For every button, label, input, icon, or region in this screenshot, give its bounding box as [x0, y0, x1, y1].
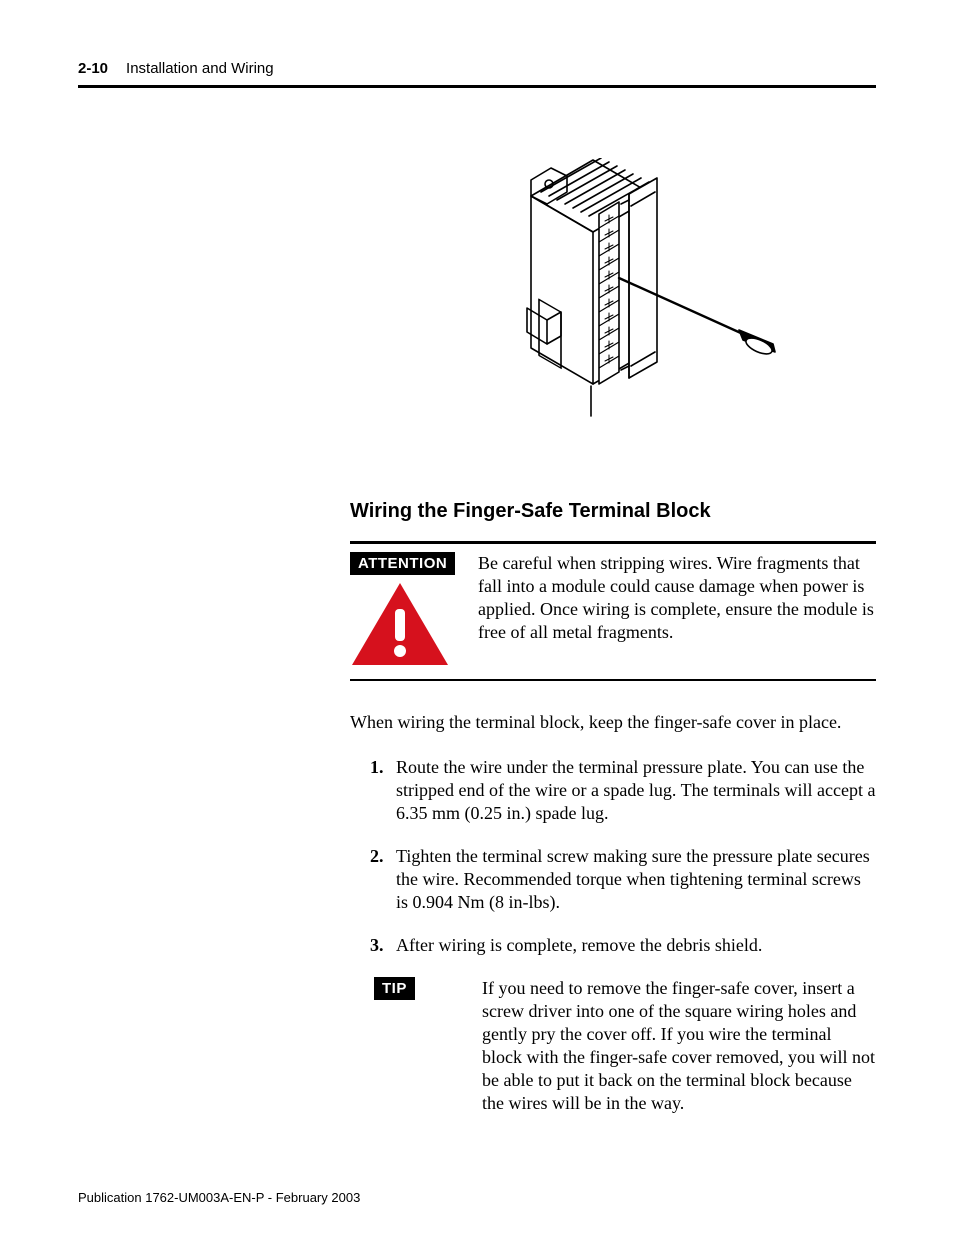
- page-number: 2-10: [78, 60, 108, 77]
- module-drawing-icon: [443, 158, 783, 428]
- section-heading: Wiring the Finger-Safe Terminal Block: [350, 500, 876, 523]
- tip-label: TIP: [374, 977, 415, 1000]
- warning-triangle-icon: [350, 581, 450, 667]
- step-item: 2.Tighten the terminal screw making sure…: [374, 845, 876, 914]
- step-number: 3.: [370, 934, 384, 957]
- running-header: 2-10 Installation and Wiring: [78, 60, 876, 83]
- header-rule: [78, 85, 876, 88]
- step-item: 1.Route the wire under the terminal pres…: [374, 756, 876, 825]
- module-figure: [350, 158, 876, 428]
- section-title: Installation and Wiring: [126, 60, 274, 77]
- attention-label-column: ATTENTION: [350, 552, 460, 667]
- page: 2-10 Installation and Wiring: [78, 60, 876, 1115]
- step-item: 3.After wiring is complete, remove the d…: [374, 934, 876, 957]
- step-number: 2.: [370, 845, 384, 868]
- intro-paragraph: When wiring the terminal block, keep the…: [350, 711, 876, 734]
- step-text: Route the wire under the terminal pressu…: [396, 757, 876, 823]
- tip-callout: TIP If you need to remove the finger-saf…: [350, 977, 876, 1115]
- tip-label-column: TIP: [374, 977, 464, 1115]
- content-column: Wiring the Finger-Safe Terminal Block AT…: [350, 158, 876, 1115]
- attention-label: ATTENTION: [350, 552, 455, 575]
- step-number: 1.: [370, 756, 384, 779]
- tip-text: If you need to remove the finger-safe co…: [482, 977, 876, 1115]
- step-text: Tighten the terminal screw making sure t…: [396, 846, 870, 912]
- step-text: After wiring is complete, remove the deb…: [396, 935, 762, 955]
- steps-list: 1. Route the wire under the terminal pres…: [350, 756, 876, 957]
- publication-footer: Publication 1762-UM003A-EN-P - February …: [78, 1190, 360, 1205]
- attention-text: Be careful when stripping wires. Wire fr…: [478, 552, 876, 667]
- attention-callout: ATTENTION Be careful when stripping wire…: [350, 541, 876, 681]
